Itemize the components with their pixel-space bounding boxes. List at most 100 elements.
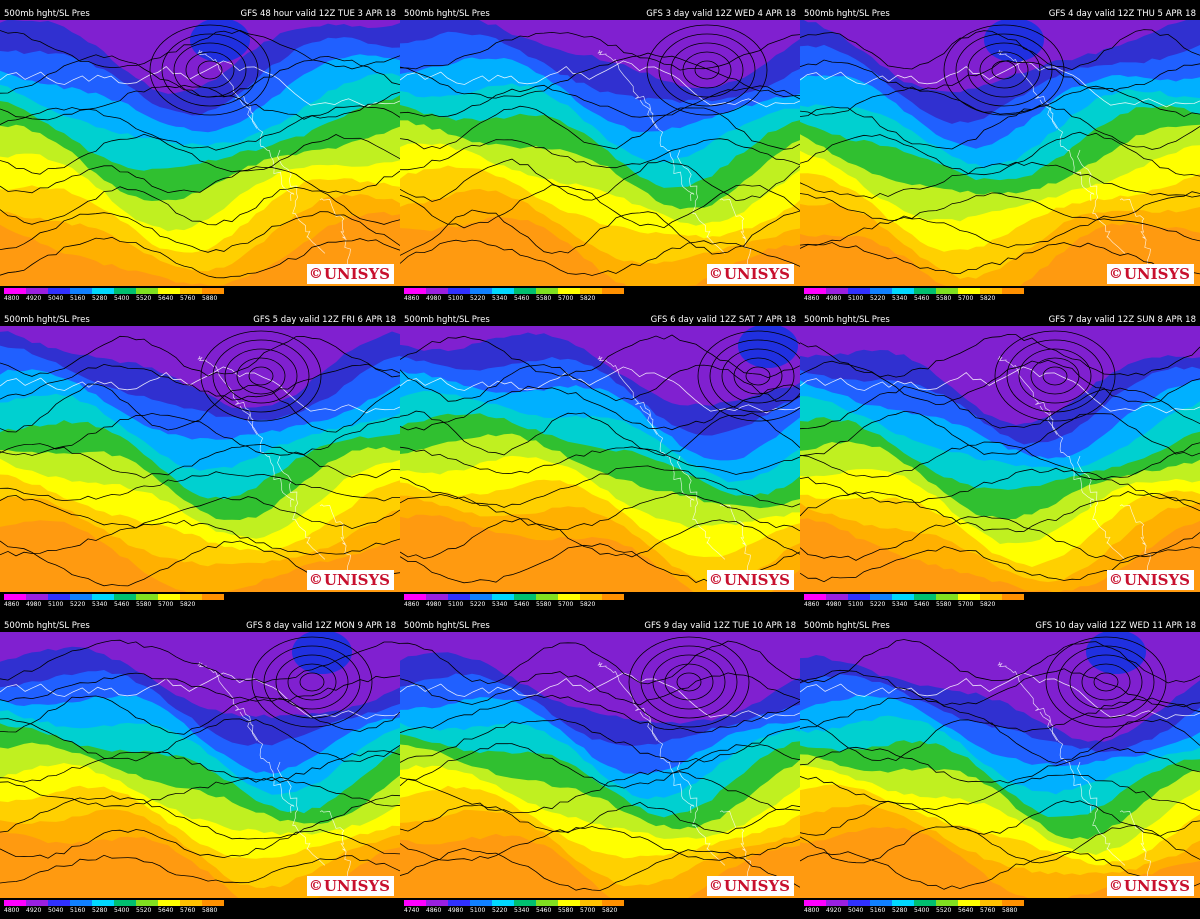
coastline — [0, 366, 400, 414]
isobar-ring — [1042, 366, 1068, 386]
color-scale-swatch — [70, 900, 92, 906]
color-scale-swatch — [136, 900, 158, 906]
isobar-ring — [628, 636, 750, 728]
coastline — [639, 711, 695, 814]
color-scale-label: 5100 — [448, 295, 464, 302]
isobar-line — [800, 359, 1200, 406]
isobar-line — [0, 672, 400, 703]
isobar-line — [800, 217, 1200, 249]
isobar-ring — [733, 357, 783, 395]
isobar-ring — [161, 33, 259, 107]
color-scale-swatch — [1002, 900, 1024, 906]
isobar-ring — [263, 645, 361, 719]
isobar-line — [0, 639, 400, 684]
isobar-line — [800, 410, 1200, 457]
isobar-line — [0, 695, 400, 735]
isobar-line — [400, 671, 800, 706]
color-scale-label: 4800 — [4, 907, 20, 914]
forecast-panel: 500mb hght/SL Pres GFS 7 day valid 12Z SU… — [800, 306, 1200, 612]
isobar-line — [800, 668, 1200, 708]
isobar-line — [0, 29, 400, 70]
color-scale-label: 4980 — [426, 601, 442, 608]
isobar-line — [0, 105, 400, 151]
height-band — [400, 326, 800, 406]
isobar-ring — [658, 33, 756, 107]
color-scale-label: 5220 — [470, 295, 486, 302]
color-scale-swatch — [92, 594, 114, 600]
coastline — [400, 60, 800, 108]
color-scale-swatch — [114, 594, 136, 600]
color-scale-swatch — [1002, 594, 1024, 600]
color-scale-swatch — [848, 288, 870, 294]
color-scale-swatch — [804, 594, 826, 600]
color-scale-label: 5100 — [848, 295, 864, 302]
color-scale-swatch — [580, 900, 602, 906]
isobar-line — [0, 471, 400, 502]
coastline — [277, 761, 326, 866]
isobar-line — [800, 441, 1200, 481]
color-scale-swatch — [470, 288, 492, 294]
isobar-ring — [1069, 654, 1143, 710]
panel-header: 500mb hght/SL Pres GFS 8 day valid 12Z MO… — [0, 612, 400, 632]
height-field-map — [0, 632, 400, 898]
coastline — [1039, 711, 1095, 814]
isobar-line — [800, 105, 1200, 150]
color-scale-label: 5040 — [848, 907, 864, 914]
panel-valid-time: GFS 48 hour valid 12Z TUE 3 APR 18 — [240, 9, 396, 19]
color-scale-swatch — [48, 594, 70, 600]
color-scale-label: 4860 — [404, 295, 420, 302]
color-scale-swatch — [404, 594, 426, 600]
panel-header: 500mb hght/SL Pres GFS 6 day valid 12Z SA… — [400, 306, 800, 326]
color-scale-label: 5700 — [558, 295, 574, 302]
color-scale-swatch — [48, 900, 70, 906]
color-scale-label: 5700 — [958, 601, 974, 608]
color-scale-label: 5760 — [180, 907, 196, 914]
color-scale-label: 5040 — [48, 295, 64, 302]
color-scale-swatch — [826, 288, 848, 294]
color-scale-label: 5400 — [114, 295, 130, 302]
isobar-ring — [173, 42, 247, 98]
color-scale-swatch — [48, 288, 70, 294]
coastline — [277, 455, 326, 560]
color-scale-label: 5700 — [958, 295, 974, 302]
logo-text: UNISYS — [723, 265, 790, 283]
forecast-panel: 500mb hght/SL Pres GFS 9 day valid 12Z TU… — [400, 612, 800, 918]
color-scale-label: 4860 — [404, 601, 420, 608]
unisys-logo: © UNISYS — [306, 876, 394, 896]
color-scale-label: 5820 — [980, 601, 996, 608]
panel-valid-time: GFS 5 day valid 12Z FRI 6 APR 18 — [253, 315, 396, 325]
panel-header: 500mb hght/SL Pres GFS 4 day valid 12Z TH… — [800, 0, 1200, 20]
color-scale-label: 5340 — [492, 295, 508, 302]
isobar-line — [400, 801, 800, 835]
color-scale-swatch — [804, 900, 826, 906]
isobar-line — [0, 236, 400, 279]
panel-header: 500mb hght/SL Pres GFS 10 day valid 12Z W… — [800, 612, 1200, 632]
color-scale-swatch — [602, 900, 624, 906]
isobar-line — [400, 105, 800, 150]
coastline — [1039, 405, 1095, 508]
copyright-icon: © — [708, 878, 723, 894]
isobar-ring — [287, 663, 337, 701]
color-scale-swatch — [26, 594, 48, 600]
color-scale-swatch — [448, 288, 470, 294]
height-field-map — [800, 20, 1200, 286]
isobar-line — [800, 639, 1200, 684]
color-scale-swatch — [848, 594, 870, 600]
color-scale-label: 5460 — [914, 295, 930, 302]
isobar-ring — [1045, 636, 1167, 728]
color-scale-swatch — [92, 900, 114, 906]
copyright-icon: © — [308, 266, 323, 282]
color-scale-bar — [404, 900, 624, 906]
color-scale-swatch — [492, 900, 514, 906]
forecast-panel: 500mb hght/SL Pres GFS 8 day valid 12Z MO… — [0, 612, 400, 918]
color-scale-label: 5100 — [470, 907, 486, 914]
isobar-ring — [1081, 663, 1131, 701]
color-scale-swatch — [980, 594, 1002, 600]
color-scale-bar — [804, 594, 1024, 600]
panel-header: 500mb hght/SL Pres GFS 9 day valid 12Z TU… — [400, 612, 800, 632]
color-scale-swatch — [426, 594, 448, 600]
isobar-ring — [197, 60, 223, 80]
coastline — [800, 366, 1200, 414]
coastline — [677, 455, 726, 560]
isobar-line — [800, 333, 1200, 378]
